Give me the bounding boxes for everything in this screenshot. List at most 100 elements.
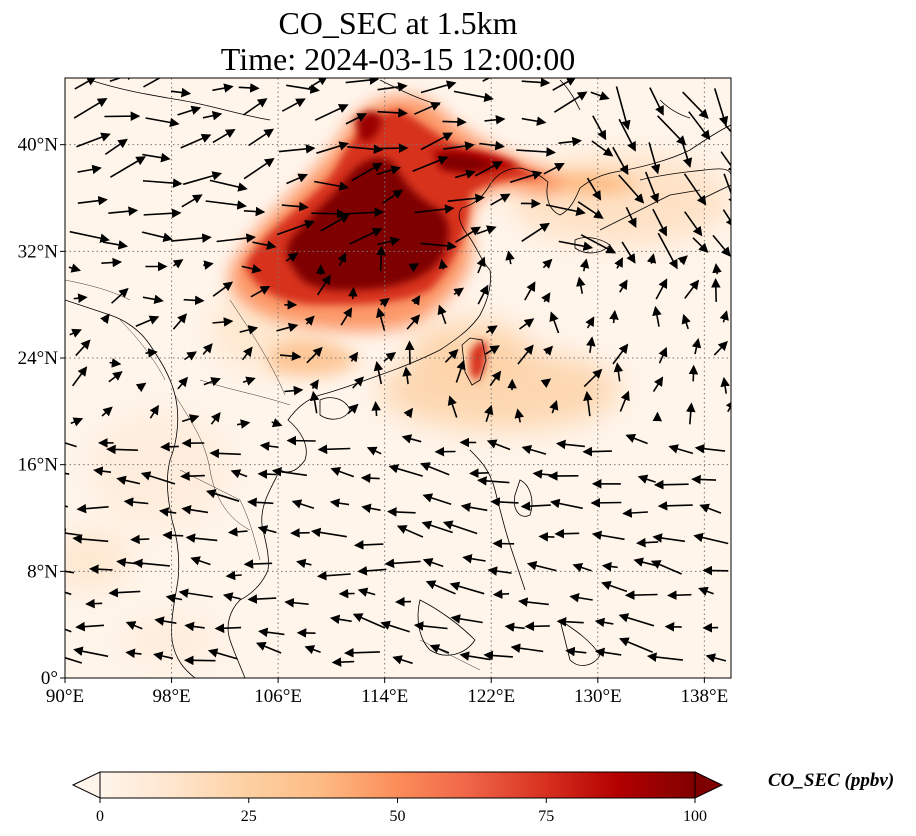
wind-arrow: [569, 593, 593, 603]
wind-arrow: [304, 645, 321, 655]
wind-arrow: [413, 621, 448, 631]
wind-arrow: [414, 204, 455, 214]
x-tick-label: 138°E: [681, 686, 729, 707]
wind-arrow: [357, 587, 376, 597]
wind-arrow: [238, 83, 260, 93]
wind-arrow: [108, 206, 139, 216]
wind-arrow: [141, 231, 173, 242]
wind-arrow: [257, 469, 277, 479]
wind-arrow: [337, 252, 347, 267]
wind-arrow: [556, 616, 584, 627]
wind-arrow: [408, 263, 420, 273]
wind-arrow: [75, 621, 105, 632]
wind-arrow: [684, 279, 700, 299]
wind-arrow: [316, 570, 351, 581]
wind-arrow: [614, 257, 623, 269]
wind-arrow: [601, 581, 628, 593]
wind-arrow: [443, 141, 475, 151]
wind-arrow: [492, 589, 510, 599]
wind-arrow: [653, 479, 689, 490]
wind-arrow: [694, 443, 726, 454]
wind-arrow: [227, 527, 248, 537]
wind-arrow: [720, 151, 731, 175]
wind-arrow: [621, 241, 636, 264]
colorbar-tick-label: 25: [241, 808, 257, 825]
wind-arrow: [286, 173, 308, 185]
wind-arrow: [590, 498, 622, 508]
wind-arrow: [637, 474, 656, 484]
wind-arrow: [476, 256, 486, 274]
wind-arrow: [582, 446, 612, 457]
wind-arrow: [455, 226, 481, 243]
wind-arrow: [281, 98, 306, 112]
wind-arrow: [178, 588, 213, 598]
wind-arrow: [462, 553, 486, 564]
wind-arrow: [190, 556, 211, 566]
wind-arrow: [429, 644, 450, 654]
wind-arrow: [170, 87, 192, 98]
wind-arrow: [553, 91, 588, 113]
wind-arrow: [382, 189, 404, 204]
wind-arrow: [73, 97, 108, 119]
wind-arrow: [140, 471, 176, 485]
wind-arrow: [76, 503, 109, 514]
wind-arrow: [279, 144, 316, 154]
wind-arrow: [646, 652, 683, 662]
colorbar-bar: [99, 771, 696, 799]
wind-arrow: [304, 315, 315, 326]
wind-arrow: [65, 628, 72, 633]
wind-arrow: [712, 263, 722, 275]
wind-arrow: [162, 530, 184, 541]
wind-arrow: [483, 650, 513, 661]
wind-arrow: [383, 352, 397, 362]
wind-arrow: [403, 407, 414, 419]
wind-arrow: [485, 325, 498, 335]
wind-arrow: [331, 657, 355, 667]
wind-arrow: [281, 201, 309, 212]
wind-arrow: [487, 566, 512, 576]
wind-arrow: [149, 404, 159, 419]
wind-arrow: [241, 346, 253, 361]
wind-arrow: [345, 78, 380, 85]
map-frame: [64, 77, 732, 679]
colorbar: 0 25 50 75 100: [71, 771, 724, 825]
wind-arrow: [376, 143, 409, 153]
y-tick-label: 40°N: [18, 135, 59, 156]
wind-arrow: [410, 294, 421, 306]
x-tick-label: 122°E: [467, 686, 515, 707]
wind-arrow: [109, 78, 136, 83]
wind-arrow: [216, 233, 256, 243]
wind-arrow: [474, 161, 503, 177]
wind-arrow: [652, 305, 662, 327]
wind-arrow: [545, 204, 586, 216]
wind-arrow: [377, 82, 408, 92]
wind-arrow: [77, 195, 108, 206]
wind-arrow: [712, 234, 731, 257]
wind-arrow: [239, 325, 259, 335]
wind-arrow: [590, 91, 610, 101]
wind-arrow: [108, 587, 141, 598]
wind-arrow: [212, 83, 234, 93]
wind-arrow: [572, 562, 592, 573]
wind-arrow: [450, 614, 483, 624]
wind-arrow: [444, 349, 459, 363]
wind-arrow: [477, 476, 510, 486]
wind-arrow: [591, 140, 614, 157]
wind-arrow: [565, 646, 587, 657]
wind-arrow: [520, 501, 551, 511]
wind-arrow: [583, 368, 603, 388]
wind-arrow: [242, 376, 256, 386]
wind-arrow: [242, 98, 268, 116]
wind-arrow: [259, 441, 279, 451]
wind-arrow: [655, 278, 668, 300]
wind-arrow: [392, 655, 413, 665]
wind-arrow: [524, 621, 550, 632]
wind-arrow: [420, 80, 457, 94]
wind-arrow: [384, 558, 421, 569]
wind-arrow: [314, 104, 349, 121]
wind-arrow: [180, 471, 205, 481]
wind-arrow: [109, 156, 146, 178]
wind-arrow: [202, 343, 213, 355]
wind-arrow: [558, 240, 594, 251]
